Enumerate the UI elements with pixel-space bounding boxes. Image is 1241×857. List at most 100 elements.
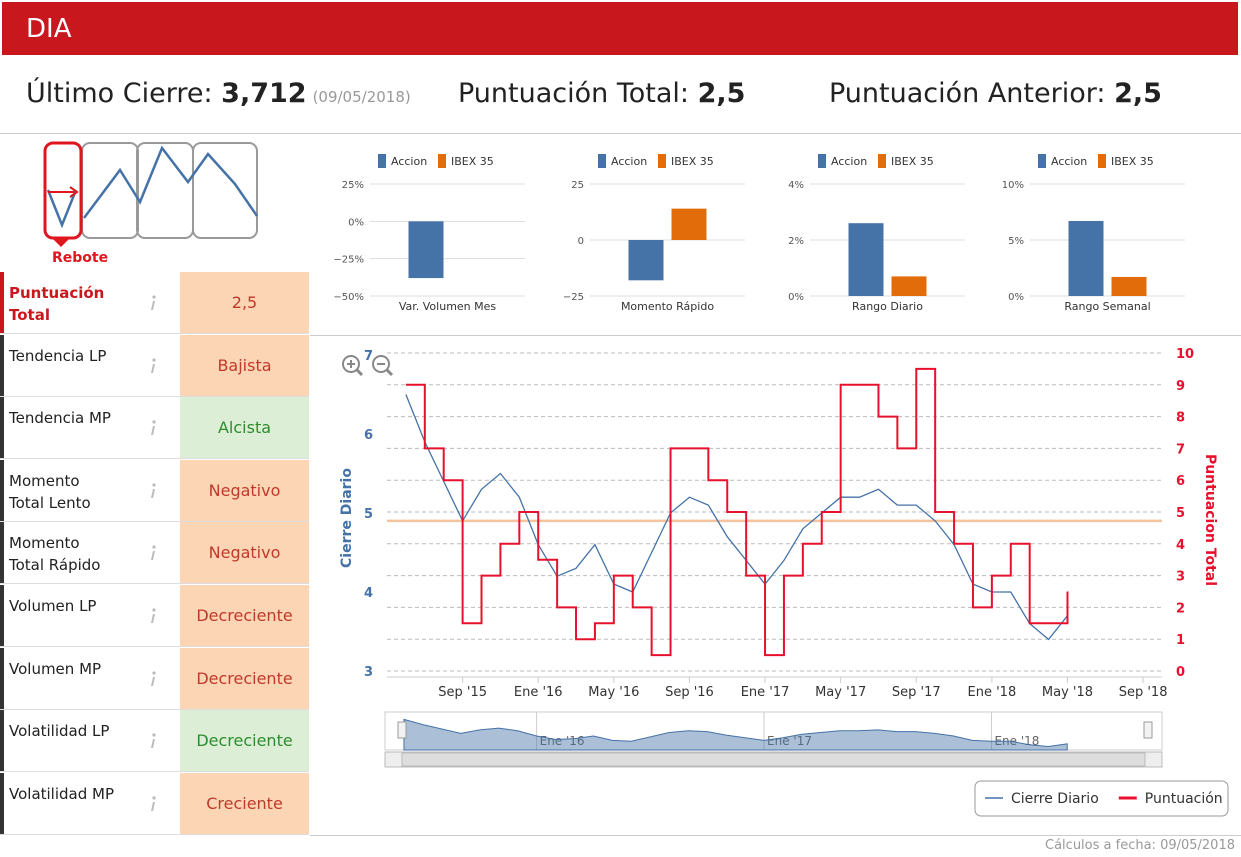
- divider: [310, 835, 1241, 836]
- x-tick-label: Sep '18: [1119, 685, 1168, 700]
- y-tick-label: 6: [364, 428, 373, 443]
- value: 2,5: [697, 78, 746, 109]
- info-icon[interactable]: [148, 795, 158, 813]
- label-text: Tendencia LP: [9, 346, 107, 365]
- indicator-row: Volatilidad LP Decreciente: [0, 710, 309, 773]
- info-icon[interactable]: [148, 419, 158, 437]
- y-tick-label: 4: [364, 586, 373, 601]
- indicator-row: Volumen LP Decreciente: [0, 585, 309, 647]
- legend-label: IBEX 35: [891, 155, 934, 168]
- label: Puntuación Anterior:: [829, 78, 1106, 109]
- legend-label: Accion: [831, 155, 867, 168]
- indicator-label: Volatilidad LP: [0, 710, 178, 772]
- info-icon[interactable]: [148, 732, 158, 750]
- label-text: Momento Total Lento: [9, 471, 91, 512]
- y2-tick-label: 2: [1176, 601, 1185, 616]
- y-axis-title: Cierre Diario: [339, 468, 355, 568]
- total-score: Puntuación Total: 2,5: [458, 78, 745, 109]
- indicator-label: Momento Total Rápido: [0, 522, 178, 584]
- legend-swatch: [438, 154, 446, 168]
- info-icon[interactable]: [148, 482, 158, 500]
- y-tick-label: −25: [563, 292, 584, 303]
- label-text: Momento Total Rápido: [9, 534, 101, 575]
- indicator-label: Volatilidad MP: [0, 772, 178, 834]
- legend-label[interactable]: Cierre Diario: [1011, 791, 1099, 807]
- y-tick-label: 0%: [788, 292, 804, 303]
- legend-box: [974, 780, 1229, 817]
- y2-tick-label: 0: [1176, 665, 1185, 680]
- navigator-frame: [384, 711, 1163, 751]
- indicator-row: Puntuación Total 2,5: [0, 272, 309, 334]
- pattern-icon: Rebote: [43, 141, 259, 266]
- y-tick-label: 2%: [788, 236, 804, 247]
- legend-swatch: [878, 154, 886, 168]
- series-line: [405, 394, 1068, 641]
- bar: [408, 221, 444, 279]
- bar: [628, 240, 664, 281]
- info-icon[interactable]: [148, 670, 158, 688]
- y2-tick-label: 6: [1176, 474, 1185, 489]
- legend-swatch: [1038, 154, 1046, 168]
- legend-swatch: [1098, 154, 1106, 168]
- series-line: [405, 367, 1069, 657]
- navigator-area: [403, 718, 1068, 751]
- scrollbar-thumb[interactable]: [401, 752, 1146, 767]
- y2-tick-label: 5: [1176, 506, 1185, 521]
- category-label: Momento Rápido: [621, 300, 714, 313]
- navigator-label: Ene '16: [540, 734, 585, 748]
- category-label: Rango Diario: [852, 300, 923, 313]
- label-text: Tendencia MP: [9, 409, 111, 428]
- divider: [310, 335, 1241, 336]
- zoom-controls[interactable]: [342, 355, 394, 377]
- y2-tick-label: 7: [1176, 442, 1185, 457]
- navigator-handle[interactable]: [397, 721, 407, 739]
- x-tick-label: May '16: [588, 685, 639, 700]
- indicator-label: Volumen LP: [0, 585, 178, 646]
- info-icon[interactable]: [148, 294, 158, 312]
- legend-swatch: [658, 154, 666, 168]
- info-icon[interactable]: [148, 607, 158, 625]
- divider: [0, 133, 1241, 134]
- navigator-label: Ene '17: [767, 734, 812, 748]
- indicator-value: Bajista: [180, 334, 309, 396]
- y-tick-label: 0: [578, 236, 584, 247]
- legend-label: IBEX 35: [451, 155, 494, 168]
- previous-score: Puntuación Anterior: 2,5: [829, 78, 1162, 109]
- legend-swatch: [378, 154, 386, 168]
- category-label: Var. Volumen Mes: [399, 300, 497, 313]
- x-tick-label: Ene '18: [968, 685, 1017, 700]
- category-label: Rango Semanal: [1064, 300, 1150, 313]
- label: Último Cierre:: [26, 78, 213, 109]
- label-text: Puntuación Total: [9, 284, 105, 324]
- x-tick-label: Sep '17: [892, 685, 941, 700]
- bar: [891, 276, 927, 296]
- y2-tick-label: 3: [1176, 570, 1185, 585]
- indicator-value: Alcista: [180, 397, 309, 459]
- indicator-row: Tendencia LP Bajista: [0, 334, 309, 397]
- bar: [1111, 276, 1147, 296]
- navigator-handle[interactable]: [1143, 721, 1153, 739]
- y-tick-label: 25%: [342, 180, 364, 191]
- info-icon[interactable]: [148, 544, 158, 562]
- label: Puntuación Total:: [458, 78, 689, 109]
- y-tick-label: 10%: [1002, 180, 1024, 191]
- indicator-value: Negativo: [180, 522, 309, 584]
- y-tick-label: 7: [364, 349, 373, 364]
- label-text: Volumen LP: [9, 597, 97, 615]
- legend-label[interactable]: Puntuación: [1145, 791, 1223, 807]
- y2-tick-label: 9: [1176, 379, 1185, 394]
- date: (09/05/2018): [312, 88, 411, 106]
- info-icon[interactable]: [148, 357, 158, 375]
- x-tick-label: Sep '16: [665, 685, 714, 700]
- bar: [1068, 220, 1104, 296]
- legend-label: Accion: [611, 155, 647, 168]
- footer: Cálculos a fecha: 09/05/2018: [1045, 838, 1235, 853]
- y2-axis-title: Puntuacion Total: [1202, 454, 1218, 586]
- legend-label: Accion: [1051, 155, 1087, 168]
- indicator-value: Decreciente: [180, 585, 309, 646]
- y2-tick-label: 4: [1176, 538, 1185, 553]
- indicator-value: 2,5: [180, 272, 309, 333]
- legend-swatch: [818, 154, 826, 168]
- y-tick-label: 25: [571, 180, 584, 191]
